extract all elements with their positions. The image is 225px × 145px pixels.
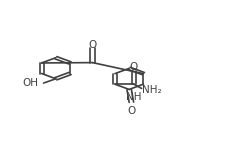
Text: NH₂: NH₂ [142,85,161,95]
Text: O: O [88,40,97,50]
Text: OH: OH [22,78,38,88]
Text: O: O [127,106,135,116]
Text: O: O [130,62,138,72]
Text: NH: NH [126,93,142,103]
